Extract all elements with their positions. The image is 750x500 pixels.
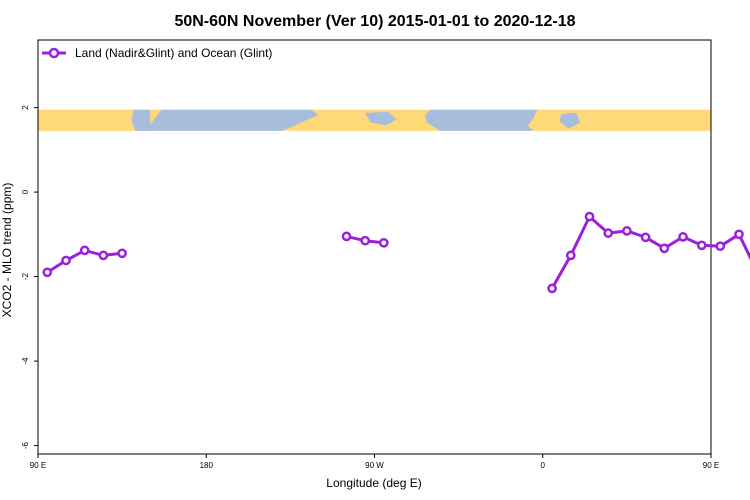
data-point (734, 229, 744, 240)
data-point (622, 226, 632, 236)
x-tick-label: 0 (541, 461, 546, 470)
data-point (117, 248, 127, 259)
y-tick-label: -6 (21, 441, 30, 449)
x-axis-label: Longitude (deg E) (326, 476, 421, 490)
x-tick-label: 90 E (703, 461, 719, 470)
data-point (584, 211, 595, 222)
y-tick-label: -2 (21, 272, 30, 280)
data-point (42, 267, 53, 278)
map-ocean-region-1 (424, 109, 538, 131)
y-axis-label: XCO2 - MLO trend (ppm) (0, 183, 14, 318)
x-tick-label: 90 W (365, 461, 384, 470)
data-point (547, 283, 557, 294)
data-point (678, 232, 688, 242)
data-point (696, 240, 707, 251)
map-ocean-region-3 (365, 111, 397, 126)
series-layer (42, 211, 750, 294)
y-tick-label: -4 (21, 357, 30, 365)
data-point (715, 241, 726, 252)
map-ocean-region-0 (140, 109, 319, 131)
x-axis: 90 E 180 90 W 0 90 E (30, 454, 719, 470)
data-point (640, 232, 651, 243)
plot-frame (37, 39, 712, 455)
legend-label: Land (Nadir&Glint) and Ocean (Glint) (75, 46, 272, 60)
legend: Land (Nadir&Glint) and Ocean (Glint) (42, 46, 272, 60)
data-point (360, 235, 371, 246)
data-point (603, 228, 614, 238)
y-tick-label: 2 (21, 105, 30, 110)
chart-title: 50N-60N November (Ver 10) 2015-01-01 to … (174, 13, 575, 30)
data-point (378, 237, 389, 248)
map-ocean-region-4 (559, 112, 581, 129)
series-line-segment (550, 215, 750, 290)
data-point (565, 250, 576, 261)
y-axis: 2 0 -2 -4 -6 (21, 105, 38, 449)
x-tick-label: 180 (200, 461, 214, 470)
map-ocean-region-5 (131, 109, 151, 131)
legend-marker-swatch (48, 47, 60, 59)
map-strip (38, 109, 711, 131)
data-point (659, 243, 670, 254)
data-point (341, 231, 352, 242)
data-point (79, 245, 90, 256)
data-point (61, 255, 71, 266)
x-tick-label: 90 E (30, 461, 46, 470)
y-tick-label: 0 (21, 189, 30, 194)
data-point (98, 250, 109, 261)
